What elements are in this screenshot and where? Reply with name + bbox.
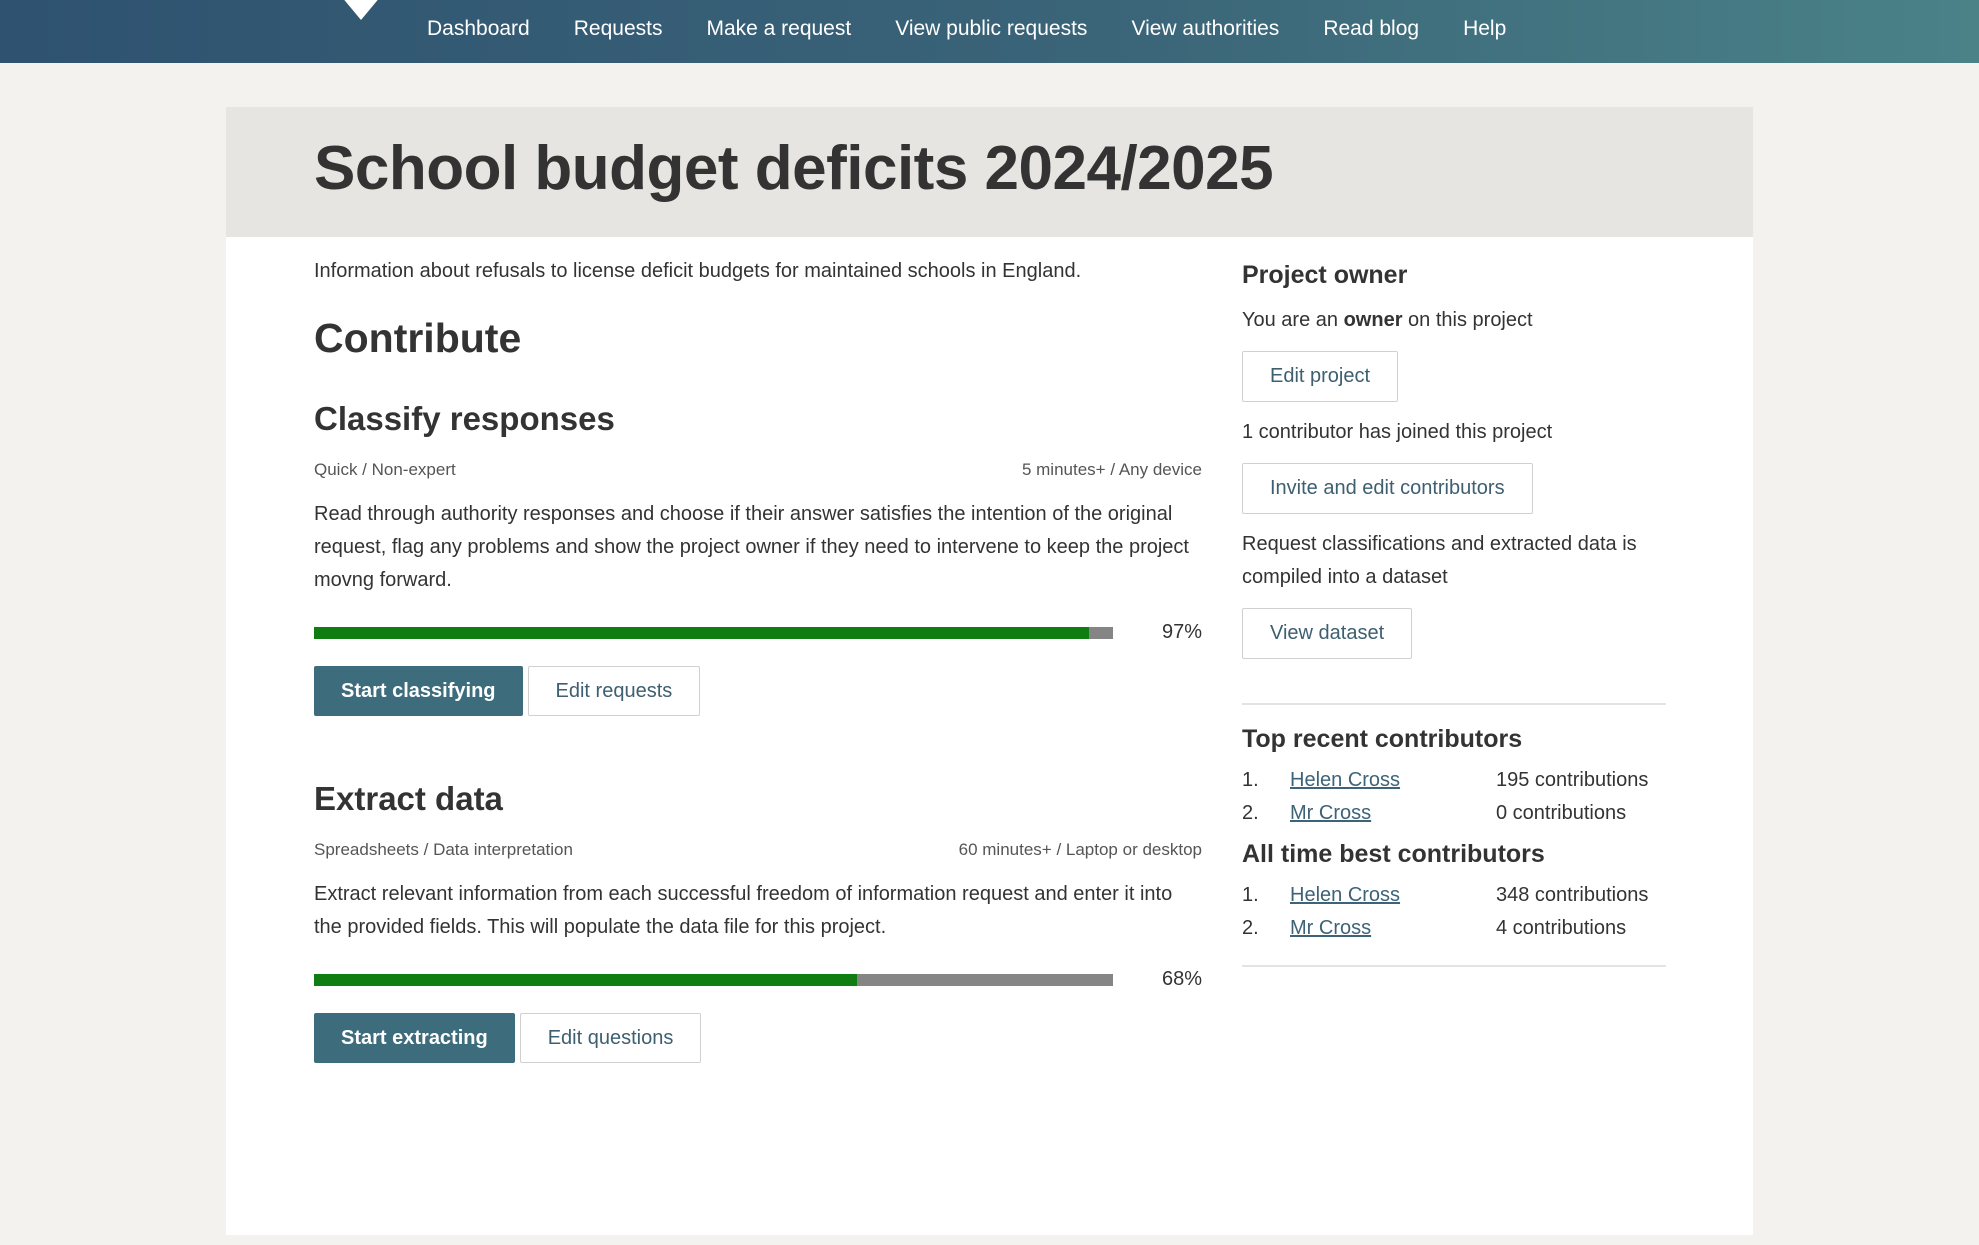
contributor-link[interactable]: Mr Cross bbox=[1290, 917, 1372, 939]
start-extracting-button[interactable]: Start extracting bbox=[314, 1013, 515, 1063]
main-nav: Dashboard Requests Make a request View p… bbox=[405, 0, 1528, 58]
owner-status-prefix: You are an bbox=[1242, 309, 1339, 331]
project-owner-heading: Project owner bbox=[1242, 261, 1408, 289]
task-progress: 68% bbox=[314, 968, 1202, 991]
list-item: 2. Mr Cross 0 contributions bbox=[1242, 797, 1666, 830]
edit-questions-button[interactable]: Edit questions bbox=[519, 1013, 702, 1063]
list-item: 1. Helen Cross 348 contributions bbox=[1242, 879, 1666, 912]
top-navigation-bar: Dashboard Requests Make a request View p… bbox=[0, 0, 1979, 63]
task-meta: Quick / Non-expert 5 minutes+ / Any devi… bbox=[314, 460, 1202, 480]
task-meta-time: 5 minutes+ / Any device bbox=[1021, 460, 1202, 479]
contribution-count: 348 contributions bbox=[1496, 884, 1649, 906]
task-meta: Spreadsheets / Data interpretation 60 mi… bbox=[314, 840, 1202, 860]
task-meta-skill: Quick / Non-expert bbox=[314, 460, 456, 479]
contributors-count-text: 1 contributor has joined this project bbox=[1242, 421, 1553, 443]
progress-fill bbox=[314, 973, 858, 986]
task-progress: 97% bbox=[314, 621, 1202, 644]
sidebar: Project owner You are an owner on this p… bbox=[1242, 257, 1666, 967]
task-title: Extract data bbox=[314, 780, 503, 817]
start-classifying-button[interactable]: Start classifying bbox=[314, 666, 523, 716]
task-title: Classify responses bbox=[314, 400, 615, 437]
nav-view-authorities[interactable]: View authorities bbox=[1131, 17, 1280, 40]
list-item: 1. Helen Cross 195 contributions bbox=[1242, 764, 1666, 797]
all-time-contributors-list: 1. Helen Cross 348 contributions 2. Mr C… bbox=[1242, 879, 1666, 945]
contribution-count: 0 contributions bbox=[1496, 802, 1627, 824]
recent-contributors-list: 1. Helen Cross 195 contributions 2. Mr C… bbox=[1242, 764, 1666, 830]
task-classify-responses: Classify responses Quick / Non-expert 5 … bbox=[314, 400, 1202, 716]
task-description: Read through authority responses and cho… bbox=[314, 503, 1189, 591]
page-title: School budget deficits 2024/2025 bbox=[314, 134, 1274, 203]
contributor-link[interactable]: Helen Cross bbox=[1290, 884, 1401, 906]
contribution-count: 4 contributions bbox=[1496, 917, 1627, 939]
owner-status-role: owner bbox=[1343, 309, 1403, 331]
nav-help[interactable]: Help bbox=[1463, 17, 1507, 40]
list-item: 2. Mr Cross 4 contributions bbox=[1242, 912, 1666, 945]
progress-percent: 68% bbox=[1161, 968, 1202, 990]
task-description: Extract relevant information from each s… bbox=[314, 883, 1173, 938]
sidebar-divider bbox=[1242, 965, 1666, 967]
contributor-link[interactable]: Mr Cross bbox=[1290, 802, 1372, 824]
nav-make-a-request[interactable]: Make a request bbox=[706, 17, 852, 40]
task-meta-skill: Spreadsheets / Data interpretation bbox=[314, 840, 573, 859]
project-intro: Information about refusals to license de… bbox=[314, 260, 1082, 282]
nav-dashboard[interactable]: Dashboard bbox=[427, 17, 530, 40]
edit-project-button[interactable]: Edit project bbox=[1242, 351, 1399, 402]
task-extract-data: Extract data Spreadsheets / Data interpr… bbox=[314, 780, 1202, 1063]
nav-requests[interactable]: Requests bbox=[573, 17, 663, 40]
invite-contributors-button[interactable]: Invite and edit contributors bbox=[1242, 463, 1533, 514]
contributor-link[interactable]: Helen Cross bbox=[1290, 769, 1401, 791]
rank: 1. bbox=[1242, 884, 1259, 906]
dataset-info-text: Request classifications and extracted da… bbox=[1242, 533, 1637, 588]
progress-fill bbox=[314, 626, 1090, 639]
owner-status-suffix: on this project bbox=[1408, 309, 1533, 331]
top-recent-contributors-heading: Top recent contributors bbox=[1242, 725, 1523, 753]
rank: 2. bbox=[1242, 802, 1259, 824]
nav-read-blog[interactable]: Read blog bbox=[1323, 17, 1420, 40]
task-actions: Start extracting Edit questions bbox=[314, 1013, 1202, 1063]
owner-status-text: You are an owner on this project bbox=[1242, 304, 1666, 337]
rank: 2. bbox=[1242, 917, 1259, 939]
progress-bar bbox=[314, 973, 1113, 986]
progress-percent: 97% bbox=[1161, 621, 1202, 643]
sidebar-divider bbox=[1242, 703, 1666, 705]
edit-requests-button[interactable]: Edit requests bbox=[527, 666, 701, 716]
all-time-contributors-heading: All time best contributors bbox=[1242, 840, 1545, 868]
task-meta-time: 60 minutes+ / Laptop or desktop bbox=[958, 840, 1202, 859]
progress-bar bbox=[314, 626, 1113, 639]
view-dataset-button[interactable]: View dataset bbox=[1242, 608, 1413, 659]
main-column: Information about refusals to license de… bbox=[314, 257, 1202, 1063]
nav-view-public-requests[interactable]: View public requests bbox=[895, 17, 1088, 40]
logo-chevron-icon[interactable] bbox=[326, 0, 396, 20]
task-actions: Start classifying Edit requests bbox=[314, 666, 1202, 716]
rank: 1. bbox=[1242, 769, 1259, 791]
contribution-count: 195 contributions bbox=[1496, 769, 1649, 791]
project-card: School budget deficits 2024/2025 Informa… bbox=[226, 107, 1753, 1235]
title-band: School budget deficits 2024/2025 bbox=[226, 107, 1753, 237]
contribute-heading: Contribute bbox=[314, 315, 522, 361]
